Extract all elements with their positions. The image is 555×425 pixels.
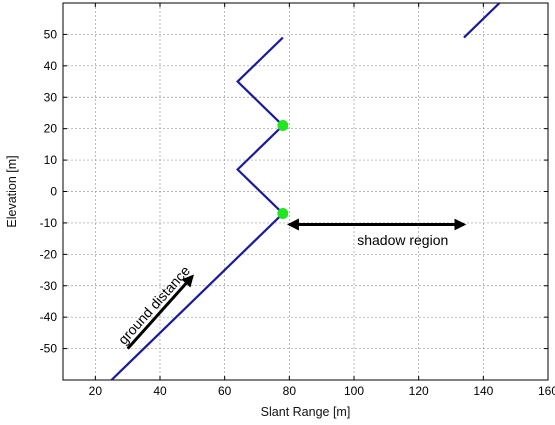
y-tick-label: 30 — [44, 90, 58, 104]
y-tick-label: 10 — [44, 153, 58, 167]
annotation-arrow-2 — [126, 274, 194, 350]
annotation-text-2: ground distance — [115, 262, 194, 347]
x-tick-label: 60 — [218, 384, 232, 398]
y-tick-label: -20 — [40, 247, 58, 261]
y-tick-label: 50 — [44, 27, 58, 41]
x-tick-label: 100 — [344, 384, 364, 398]
x-tick-label: 80 — [283, 384, 297, 398]
y-tick-label: 20 — [44, 122, 58, 136]
y-tick-label: 40 — [44, 59, 58, 73]
data-markers — [277, 120, 289, 219]
x-tick-label: 120 — [409, 384, 429, 398]
x-tick-label: 160 — [538, 384, 555, 398]
series-line-2 — [463, 3, 501, 39]
x-tick-label: 20 — [89, 384, 103, 398]
y-tick-label: -30 — [40, 279, 58, 293]
y-axis-label: Elevation [m] — [5, 155, 19, 227]
y-tick-label: 0 — [50, 185, 57, 199]
y-tick-label: -10 — [40, 216, 58, 230]
x-axis-label: Slant Range [m] — [261, 405, 351, 419]
x-tick-label: 40 — [153, 384, 167, 398]
annotation-text-1: shadow region — [357, 232, 448, 248]
data-marker-1 — [277, 120, 289, 132]
series-line-1 — [110, 36, 285, 380]
y-tick-label: -40 — [40, 310, 58, 324]
x-tick-label: 140 — [473, 384, 493, 398]
y-tick-label: -50 — [40, 342, 58, 356]
data-marker-2 — [277, 207, 289, 219]
data-series — [110, 3, 501, 380]
tick-labels: 20 40 60 80 100 120 140 160 -50 -40 -30 -20 -10 0 10 20… — [40, 3, 555, 398]
